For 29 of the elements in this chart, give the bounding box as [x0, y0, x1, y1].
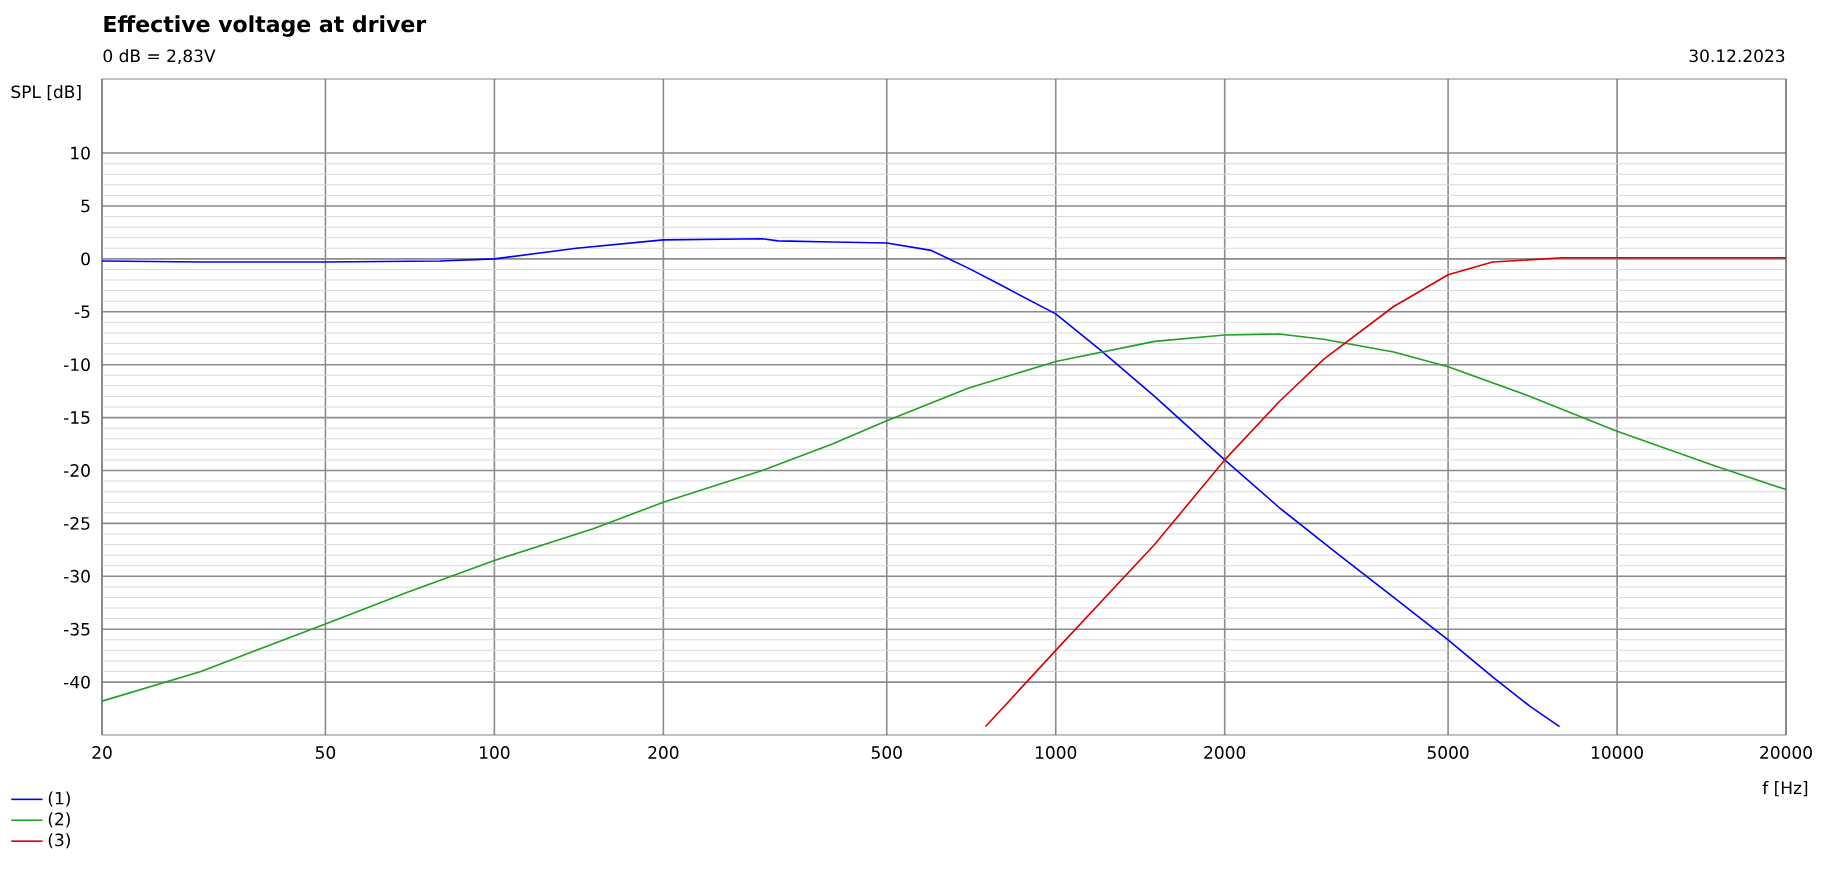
- y-tick-label: -25: [64, 516, 90, 530]
- legend-label: (3): [48, 833, 70, 849]
- x-tick-label: 20000: [1760, 746, 1812, 759]
- y-tick-label: 10: [71, 146, 90, 160]
- y-axis-title: SPL [dB]: [11, 85, 81, 101]
- chart-title: Effective voltage at driver: [104, 15, 427, 37]
- y-tick-label: -35: [64, 622, 90, 636]
- y-tick-label: 0: [81, 252, 90, 266]
- y-tick-label: -30: [64, 569, 90, 583]
- x-tick-label: 10000: [1591, 746, 1643, 759]
- y-tick-label: -10: [64, 358, 90, 372]
- chart-subtitle: 0 dB = 2,83V: [103, 49, 216, 64]
- x-tick-label: 2000: [1204, 746, 1246, 759]
- y-tick-label: 5: [81, 199, 90, 213]
- y-tick-label: -15: [64, 411, 90, 424]
- y-tick-label: -5: [74, 305, 90, 319]
- legend-label: (1): [48, 791, 70, 807]
- x-tick-label: 1000: [1035, 746, 1077, 759]
- y-tick-label: -20: [64, 464, 90, 477]
- legend-label: (2): [48, 812, 70, 828]
- x-axis-title: f [Hz]: [1762, 781, 1808, 797]
- x-tick-label: 20: [92, 746, 112, 759]
- x-tick-label: 100: [480, 746, 510, 759]
- y-tick-label: -40: [64, 675, 90, 689]
- text: 30.12.2023: [1689, 49, 1785, 63]
- x-tick-label: 200: [648, 746, 679, 759]
- x-tick-label: 500: [871, 746, 902, 759]
- x-tick-label: 50: [315, 746, 336, 759]
- x-tick-label: 5000: [1427, 746, 1469, 759]
